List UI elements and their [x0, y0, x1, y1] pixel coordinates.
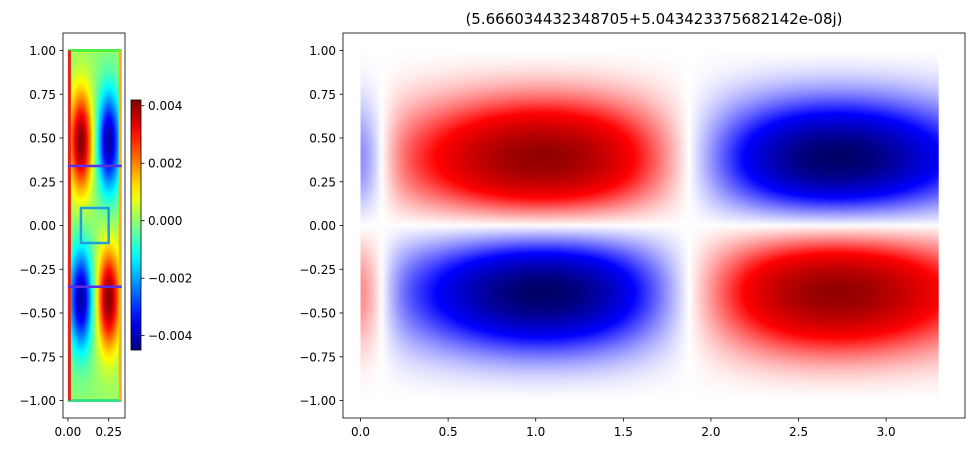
colorbar-tick-label: 0.000 — [148, 214, 182, 228]
left-xtick-label: 0.25 — [95, 425, 122, 439]
right-xtick-label: 3.0 — [877, 425, 896, 439]
right-xtick-label: 1.5 — [614, 425, 633, 439]
left-ytick-label: −0.25 — [19, 263, 56, 277]
colorbar-frame — [130, 99, 142, 351]
right-chart-title: (5.666034432348705+5.043423375682142e-08… — [465, 10, 842, 28]
left-overlays — [67, 164, 122, 288]
right-field-heatmap — [360, 50, 939, 401]
left-xtick-label: 0.00 — [55, 425, 82, 439]
right-ytick-label: 0.50 — [309, 132, 336, 146]
left-ytick-label: 1.00 — [29, 44, 56, 58]
colorbar-ticks: 0.004 0.002 0.000 −0.002 −0.004 — [141, 99, 192, 343]
colorbar: 0.004 0.002 0.000 −0.002 −0.004 — [130, 99, 192, 351]
overlay-rectangle — [79, 206, 110, 245]
colorbar-tick-label: −0.004 — [148, 329, 192, 343]
right-xtick-label: 0.5 — [439, 425, 458, 439]
right-ytick-label: −0.75 — [299, 350, 336, 364]
right-ytick-label: −0.25 — [299, 263, 336, 277]
colorbar-tick-label: 0.004 — [148, 99, 182, 113]
left-ytick-label: 0.00 — [29, 219, 56, 233]
left-ytick-label: −0.75 — [19, 350, 56, 364]
right-xtick-label: 2.5 — [789, 425, 808, 439]
right-xtick-label: 1.0 — [526, 425, 545, 439]
right-ytick-label: −0.50 — [299, 307, 336, 321]
left-ytick-label: 0.75 — [29, 88, 56, 102]
right-y-ticks: 1.00 0.75 0.50 0.25 0.00 −0.25 −0.50 −0.75 −1.00 — [299, 44, 343, 408]
colorbar-tick-label: 0.002 — [148, 157, 182, 171]
left-ytick-label: 0.25 — [29, 175, 56, 189]
left-field-panel: 0.00 0.25 1.00 0.75 0.50 0.25 0.00 −0.25 −0.50 −… — [19, 32, 126, 439]
right-xtick-label: 0.0 — [351, 425, 370, 439]
left-y-ticks: 1.00 0.75 0.50 0.25 0.00 −0.25 −0.50 −0.75 −1.00 — [19, 44, 63, 408]
right-xtick-label: 2.0 — [701, 425, 720, 439]
left-field-image — [67, 50, 122, 401]
right-ytick-label: 1.00 — [309, 44, 336, 58]
right-x-ticks: 0.0 0.5 1.0 1.5 2.0 2.5 3.0 — [351, 418, 896, 439]
right-ytick-label: 0.75 — [309, 88, 336, 102]
left-x-ticks: 0.00 0.25 — [55, 418, 122, 439]
right-field-image — [360, 50, 939, 401]
colorbar-tick-label: −0.002 — [148, 272, 192, 286]
right-ytick-label: −1.00 — [299, 394, 336, 408]
colorbar-gradient — [131, 100, 141, 350]
left-field-heatmap — [67, 49, 122, 402]
left-ytick-label: −0.50 — [19, 307, 56, 321]
right-ytick-label: 0.00 — [309, 219, 336, 233]
left-ytick-label: 0.50 — [29, 132, 56, 146]
left-ytick-label: −1.00 — [19, 394, 56, 408]
right-field-panel: (5.666034432348705+5.043423375682142e-08… — [299, 10, 966, 439]
right-ytick-label: 0.25 — [309, 175, 336, 189]
